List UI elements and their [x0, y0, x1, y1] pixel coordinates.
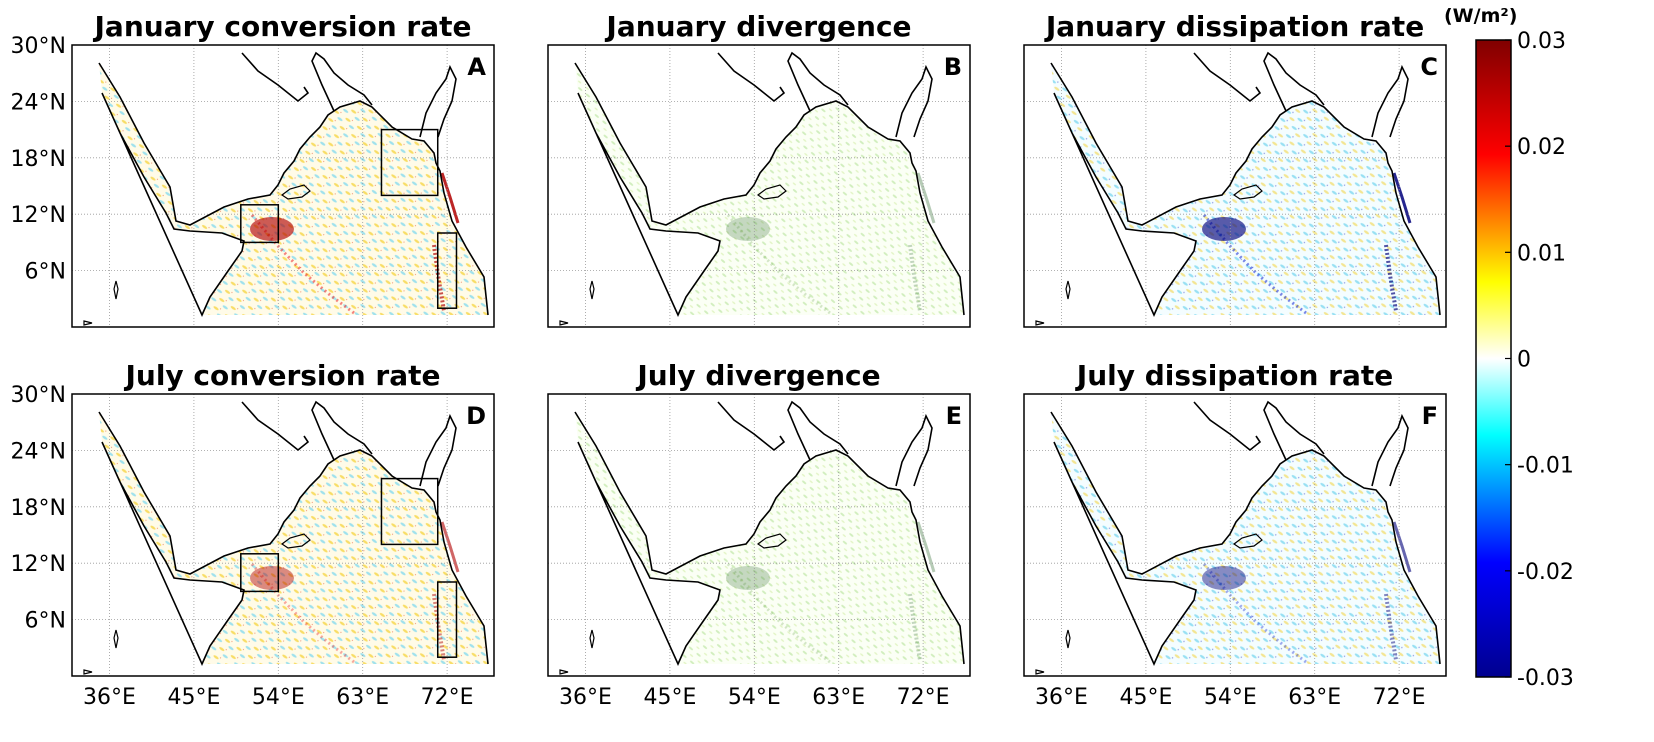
lat-tick-label: 6°N [25, 609, 66, 634]
lon-tick-label: 36°E [83, 685, 136, 710]
lon-tick-label: 36°E [1035, 685, 1088, 710]
ridge-signal [250, 563, 355, 664]
lon-tick-label: 45°E [167, 685, 220, 710]
panel-title: July dissipation rate [1075, 359, 1393, 392]
colorbar-tick-label: -0.03 [1517, 666, 1574, 691]
lon-tick-label: 72°E [1373, 685, 1426, 710]
shelf-hotspot [916, 521, 936, 573]
lat-tick-label: 30°N [11, 34, 66, 59]
map-panel-B: January divergence B [547, 10, 971, 328]
ridge-signal [726, 214, 831, 315]
lon-tick-label: 54°E [728, 685, 781, 710]
colorbar-tick-label: -0.01 [1517, 454, 1574, 479]
ridge-signal [1202, 563, 1307, 664]
panel-frame [71, 44, 495, 328]
shelf-hotspot [440, 172, 460, 224]
panel-title: July divergence [635, 359, 880, 392]
map-panel-A: January conversion rate A 30°N 24°N 18°N 12°N… [11, 10, 495, 328]
map-area: B [547, 44, 971, 328]
map-area: A [71, 44, 495, 328]
map-panel-C: January dissipation rate C [1023, 10, 1447, 328]
panel-letter: F [1422, 402, 1438, 430]
lat-tick-label: 12°N [11, 552, 66, 577]
map-area: D [71, 393, 495, 677]
shelf-hotspot [916, 172, 936, 224]
colorbar: (W/m²) 0.03 0.02 0.01 0 -0.01 -0.02 -0.03 [1444, 5, 1574, 691]
panel-title: July conversion rate [123, 359, 440, 392]
study-box [240, 204, 280, 244]
lon-tick-label: 72°E [421, 685, 474, 710]
lat-tick-label: 18°N [11, 147, 66, 172]
panel-letter: B [944, 53, 962, 81]
lon-tick-label: 54°E [1204, 685, 1257, 710]
gulf-aden-hotspot [726, 566, 770, 590]
map-panel-D: July conversion rate D 30°N 24°N 18°N 12°N 6°N… [11, 359, 495, 710]
gulf-aden-hotspot [250, 217, 294, 241]
study-box [380, 477, 439, 546]
panel-title: January conversion rate [93, 10, 472, 43]
panel-letter: A [467, 53, 486, 81]
ridge-signal [726, 563, 831, 664]
panel-letter: E [946, 402, 962, 430]
lat-tick-label: 24°N [11, 90, 66, 115]
study-box [240, 553, 280, 593]
colorbar-unit: (W/m²) [1444, 5, 1517, 27]
map-area: F [1023, 393, 1447, 677]
lon-tick-label: 63°E [812, 685, 865, 710]
panel-frame [547, 393, 971, 677]
lat-tick-label: 6°N [25, 260, 66, 285]
study-box [436, 232, 458, 309]
colorbar-tick-label: 0.02 [1517, 135, 1566, 160]
lon-tick-label: 45°E [643, 685, 696, 710]
map-panel-E: July divergence E 36°E 45°E 54°E 63°E 72°E [547, 359, 971, 710]
gulf-aden-hotspot [250, 566, 294, 590]
shelf-hotspot [440, 521, 460, 573]
lat-tick-label: 30°N [11, 383, 66, 408]
panel-frame [547, 44, 971, 328]
colorbar-tick-label: 0 [1517, 348, 1531, 373]
lat-tick-label: 12°N [11, 203, 66, 228]
study-box [436, 581, 458, 658]
lon-tick-label: 54°E [252, 685, 305, 710]
panel-letter: D [466, 402, 486, 430]
lon-tick-label: 36°E [559, 685, 612, 710]
lon-tick-label: 63°E [1288, 685, 1341, 710]
lat-tick-label: 24°N [11, 439, 66, 464]
lat-tick-label: 18°N [11, 496, 66, 521]
colorbar-tick-label: 0.01 [1517, 241, 1566, 266]
lon-tick-label: 63°E [336, 685, 389, 710]
shelf-hotspot [1392, 521, 1412, 573]
shelf-hotspot [1392, 172, 1412, 224]
gulf-aden-hotspot [1202, 566, 1246, 590]
colorbar-tick-label: -0.02 [1517, 560, 1574, 585]
lon-tick-label: 45°E [1119, 685, 1172, 710]
panel-frame [1023, 44, 1447, 328]
panel-title: January divergence [604, 10, 911, 43]
colorbar-ticks: 0.03 0.02 0.01 0 -0.01 -0.02 -0.03 [1505, 29, 1574, 691]
map-area: E [547, 393, 971, 677]
study-box [380, 128, 439, 197]
panel-title: January dissipation rate [1044, 10, 1424, 43]
panel-frame [71, 393, 495, 677]
panels-group: January conversion rate A 30°N 24°N 18°N 12°N… [11, 10, 1447, 710]
map-panel-F: July dissipation rate F 36°E 45°E 54°E 63°E 72… [1023, 359, 1447, 710]
colorbar-tick-label: 0.03 [1517, 29, 1566, 54]
map-area: C [1023, 44, 1447, 328]
panel-letter: C [1420, 53, 1438, 81]
gulf-aden-hotspot [726, 217, 770, 241]
gulf-aden-hotspot [1202, 217, 1246, 241]
panel-frame [1023, 393, 1447, 677]
lon-tick-label: 72°E [897, 685, 950, 710]
